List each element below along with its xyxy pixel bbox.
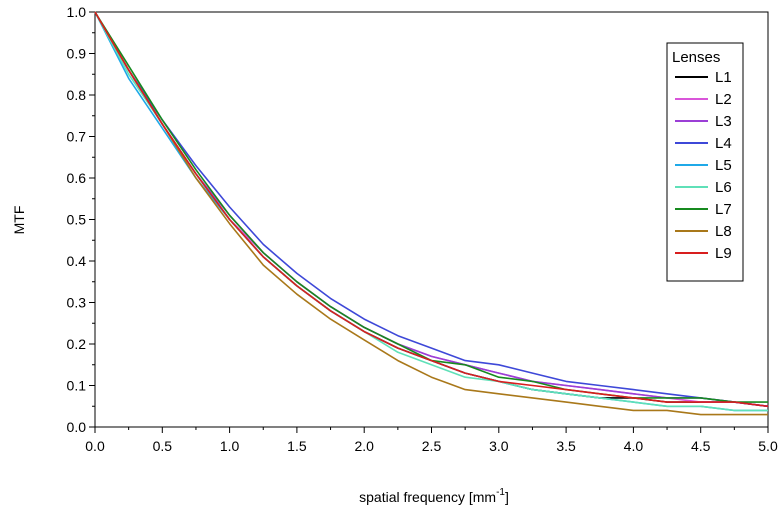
y-tick-label: 0.2 (67, 336, 87, 352)
y-axis-label: MTF (11, 206, 27, 235)
x-tick-label: 3.5 (556, 438, 576, 454)
x-tick-label: 4.0 (624, 438, 644, 454)
legend-label-l6: L6 (715, 179, 732, 196)
x-tick-label: 1.5 (287, 438, 307, 454)
x-tick-label: 0.5 (153, 438, 173, 454)
y-tick-label: 0.7 (67, 129, 87, 145)
legend: Lenses L1 L2 L3 L4 L5 L6 L7 L8 L9 (666, 42, 744, 282)
x-tick-label: 4.5 (691, 438, 711, 454)
legend-title: Lenses (672, 49, 720, 66)
y-tick-label: 0.1 (67, 378, 87, 394)
legend-box (666, 42, 744, 282)
y-tick-label: 0.4 (67, 253, 87, 269)
y-tick-label: 1.0 (67, 4, 87, 20)
legend-label-l7: L7 (715, 201, 732, 218)
legend-items: L1 L2 L3 L4 L5 L6 L7 L8 L9 (675, 69, 732, 262)
legend-label-l4: L4 (715, 135, 732, 152)
x-tick-label: 5.0 (758, 438, 778, 454)
y-tick-label: 0.3 (67, 295, 87, 311)
y-tick-label: 0.8 (67, 87, 87, 103)
y-axis: 0.0 0.1 0.2 0.3 0.4 0.5 0.6 0.7 0.8 0.9 1.0 (67, 4, 95, 435)
series-line-l4 (94, 11, 769, 408)
x-axis-label-text: spatial frequency [mm (359, 489, 496, 505)
y-tick-label: 0.9 (67, 46, 87, 62)
series-line-l8 (94, 11, 768, 416)
x-axis-label-suffix: ] (505, 489, 509, 505)
legend-label-l9: L9 (715, 245, 732, 262)
x-tick-label: 2.5 (422, 438, 442, 454)
x-axis-label: spatial frequency [mm-1] (359, 487, 509, 505)
legend-label-l2: L2 (715, 91, 732, 108)
y-tick-label: 0.5 (67, 212, 87, 228)
series-lines (94, 11, 769, 416)
legend-label-l8: L8 (715, 223, 732, 240)
x-tick-label: 3.0 (489, 438, 509, 454)
x-tick-label: 2.0 (354, 438, 374, 454)
y-tick-label: 0.0 (67, 419, 87, 435)
x-axis: 0.0 0.5 1.0 1.5 2.0 2.5 3.0 3.5 4.0 4.5 5.0 (85, 427, 778, 454)
legend-label-l1: L1 (715, 69, 732, 86)
x-axis-label-superscript: -1 (496, 487, 505, 498)
legend-label-l5: L5 (715, 157, 732, 174)
y-tick-label: 0.6 (67, 170, 87, 186)
x-tick-label: 0.0 (85, 438, 105, 454)
series-line-l3 (94, 11, 769, 408)
x-tick-label: 1.0 (220, 438, 240, 454)
series-line-l9 (94, 11, 769, 408)
legend-label-l3: L3 (715, 113, 732, 130)
